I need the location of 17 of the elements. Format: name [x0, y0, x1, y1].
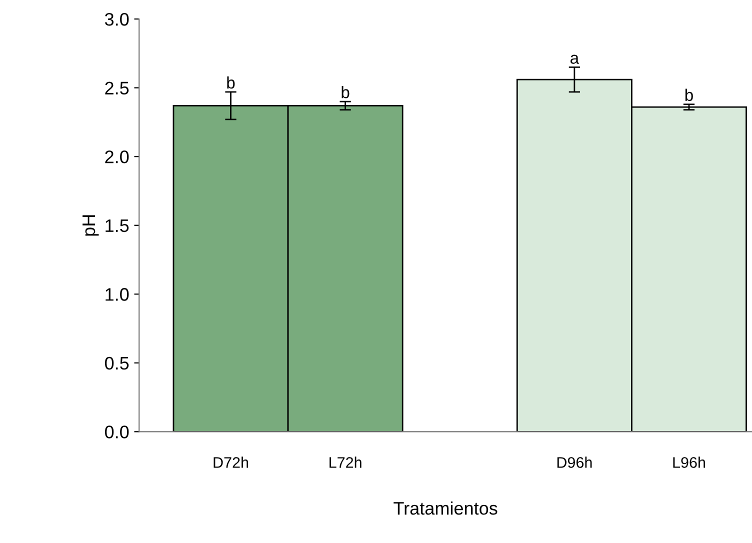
annotation: b — [342, 86, 350, 98]
x-tick-label: D96h — [557, 456, 592, 468]
y-tick-label: 1.0 — [106, 288, 129, 301]
annotation: a — [570, 54, 580, 64]
x-tick-label: D72h — [214, 456, 248, 468]
y-tick-label: 0.0 — [105, 426, 129, 438]
y-tick-label: 2.0 — [105, 150, 129, 164]
y-tick-label: 0.5 — [105, 356, 129, 370]
annotation: b — [227, 76, 235, 89]
y-tick-label: 2.5 — [105, 82, 129, 95]
x-axis-title: Tratamientos — [394, 501, 498, 515]
y-tick-label: 3.0 — [104, 12, 129, 26]
annotation: b — [685, 88, 693, 101]
x-tick-label: L72h — [330, 456, 362, 468]
x-tick-label: L96h — [673, 456, 705, 468]
y-axis-title: pH — [82, 215, 99, 236]
y-tick-label: 1.5 — [106, 219, 129, 232]
